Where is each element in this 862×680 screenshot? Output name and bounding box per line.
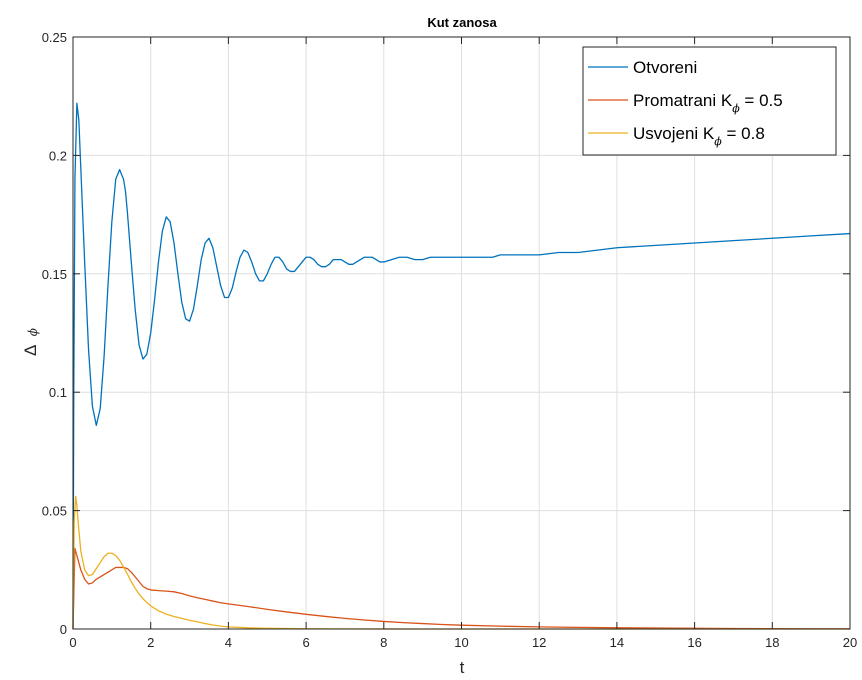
x-tick-label: 2 (147, 635, 154, 650)
y-axis-label: Δ ϕ (21, 328, 40, 356)
legend-label-main: Usvojeni K (633, 124, 715, 143)
y-tick-label: 0.05 (42, 504, 67, 519)
y-tick-label: 0.2 (49, 148, 67, 163)
legend-label-1: Promatrani Kϕ = 0.5 (633, 91, 783, 115)
x-tick-label: 14 (610, 635, 624, 650)
legend-label-tail: = 0.5 (740, 91, 783, 110)
x-tick-label: 0 (69, 635, 76, 650)
legend-label-0: Otvoreni (633, 58, 697, 77)
series-line-1 (72, 547, 850, 630)
y-tick-label: 0 (60, 622, 67, 637)
x-tick-label: 18 (765, 635, 779, 650)
svg-text:Δ ϕ: Δ ϕ (21, 328, 40, 356)
legend-box (582, 46, 837, 156)
x-tick-label: 10 (454, 635, 468, 650)
y-tick-label: 0.1 (49, 385, 67, 400)
y-axis-label-phi: ϕ (26, 328, 40, 336)
chart-title: Kut zanosa (427, 15, 497, 30)
legend-label-subscript: ϕ (714, 135, 722, 148)
y-axis-label-delta: Δ (21, 345, 40, 356)
x-tick-label: 16 (687, 635, 701, 650)
x-tick-label: 4 (225, 635, 232, 650)
legend-label-subscript: ϕ (732, 102, 740, 115)
x-tick-label: 8 (380, 635, 387, 650)
legend-label-main: Otvoreni (633, 58, 697, 77)
series-line-0 (72, 102, 851, 630)
x-axis-label: t (460, 658, 465, 677)
x-tick-label: 12 (532, 635, 546, 650)
y-tick-label: 0.15 (42, 267, 67, 282)
legend-label-tail: = 0.8 (722, 124, 765, 143)
x-tick-label: 20 (843, 635, 857, 650)
x-tick-label: 6 (302, 635, 309, 650)
y-tick-label: 0.25 (42, 30, 67, 45)
legend-label-2: Usvojeni Kϕ = 0.8 (633, 124, 765, 148)
legend-label-main: Promatrani K (633, 91, 733, 110)
ticks: 0 2 4 6 8 10 12 14 16 18 20 0 0.05 0.1 0.15 0.2 0.25 (42, 30, 858, 650)
